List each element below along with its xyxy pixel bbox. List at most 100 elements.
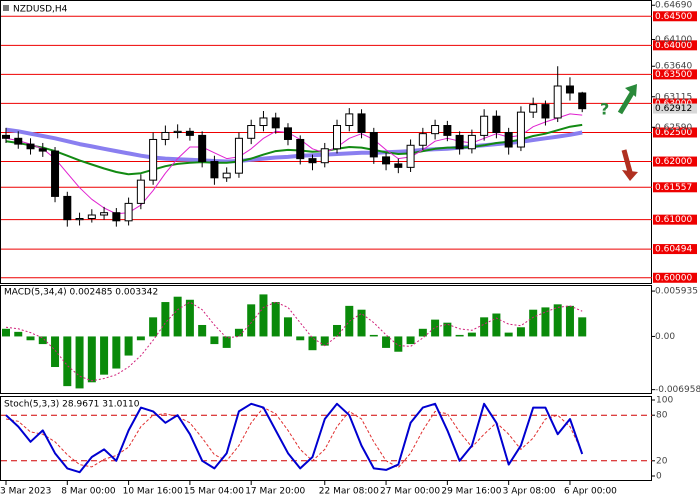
y-tick-label: 0.005935 bbox=[655, 287, 698, 297]
candle-body bbox=[26, 143, 35, 150]
candle-body bbox=[124, 202, 133, 222]
macd-bar bbox=[406, 336, 415, 345]
candle-body bbox=[63, 195, 72, 221]
macd-bar bbox=[565, 305, 574, 337]
macd-bar bbox=[578, 317, 587, 337]
level-label: 0.60494 bbox=[655, 245, 692, 255]
macd-bar bbox=[136, 336, 145, 341]
macd-bar bbox=[553, 304, 562, 337]
macd-bar bbox=[75, 336, 84, 389]
y-tick-label: 0.63115 bbox=[655, 92, 692, 102]
macd-bar bbox=[161, 302, 170, 337]
candle-body bbox=[394, 163, 403, 168]
candle-body bbox=[38, 148, 47, 152]
candle-body bbox=[516, 111, 525, 148]
macd-bar bbox=[467, 332, 476, 337]
candle-body bbox=[234, 137, 243, 174]
candle-body bbox=[492, 115, 501, 133]
candle-body bbox=[259, 117, 268, 127]
candle-body bbox=[51, 150, 60, 197]
macd-bar bbox=[100, 336, 109, 375]
candle-body bbox=[308, 158, 317, 164]
y-tick-label: 20 bbox=[656, 456, 668, 466]
macd-bar bbox=[198, 324, 207, 337]
macd-bar bbox=[234, 328, 243, 337]
candle-body bbox=[87, 214, 96, 219]
x-tick-label: 29 Mar 16:00 bbox=[441, 487, 501, 497]
macd-bar bbox=[63, 336, 72, 387]
x-tick-label: 6 Apr 00:00 bbox=[564, 487, 617, 497]
candle-body bbox=[198, 134, 207, 163]
level-label-bg bbox=[653, 244, 697, 255]
macd-bar bbox=[504, 332, 513, 337]
up-arrow-head bbox=[625, 84, 637, 97]
candle-body bbox=[529, 104, 538, 113]
macd-bar bbox=[210, 336, 219, 345]
last-price-label: 0.62912 bbox=[655, 104, 692, 114]
macd-bar bbox=[2, 328, 10, 337]
candle-body bbox=[504, 131, 513, 148]
stoch-title: Stoch(5,3,3) 28.9671 31.0110 bbox=[4, 400, 140, 410]
candle-body bbox=[578, 92, 587, 110]
x-tick-label: 3 Apr 08:00 bbox=[503, 487, 556, 497]
level-label: 0.64000 bbox=[655, 41, 692, 51]
macd-bar bbox=[443, 322, 452, 337]
candle-body bbox=[553, 85, 562, 119]
candle-body bbox=[320, 148, 329, 164]
candle-body bbox=[283, 127, 292, 140]
y-tick-label: 100 bbox=[656, 396, 673, 406]
candle-body bbox=[357, 113, 366, 133]
candle-body bbox=[2, 134, 10, 139]
x-tick-label: 15 Mar 04:00 bbox=[184, 487, 244, 497]
macd-bar bbox=[333, 324, 342, 337]
up-arrow bbox=[617, 91, 635, 115]
candle-body bbox=[161, 131, 170, 140]
macd-pane bbox=[0, 285, 652, 394]
candle-body bbox=[222, 172, 231, 179]
macd-bar bbox=[247, 304, 256, 337]
level-label-bg bbox=[653, 272, 697, 283]
macd-bar bbox=[382, 336, 391, 348]
candle-body bbox=[75, 217, 84, 221]
macd-bar bbox=[320, 336, 329, 346]
last-price-bg bbox=[653, 103, 697, 114]
candle-body bbox=[296, 138, 305, 160]
macd-bar bbox=[259, 294, 268, 337]
candle-body bbox=[247, 125, 256, 139]
symbol-icon bbox=[3, 5, 9, 11]
candle-body bbox=[565, 85, 574, 94]
candle-body bbox=[431, 125, 440, 135]
macd-bar bbox=[455, 334, 464, 337]
y-tick-label: 0.62590 bbox=[655, 123, 692, 133]
x-tick-label: 3 Mar 2023 bbox=[0, 487, 51, 497]
x-tick-label: 10 Mar 16:00 bbox=[123, 487, 183, 497]
down-arrow-head bbox=[621, 148, 638, 181]
x-tick-label: 17 Mar 20:00 bbox=[245, 487, 305, 497]
y-tick-label: -0.006958 bbox=[655, 385, 700, 395]
level-label-bg bbox=[653, 156, 697, 167]
level-label-bg bbox=[653, 98, 697, 109]
candle-body bbox=[480, 115, 489, 136]
macd-bar bbox=[271, 302, 280, 337]
stoch-k bbox=[5, 402, 584, 474]
macd-bar bbox=[369, 334, 378, 337]
candle-body bbox=[136, 179, 145, 204]
macd-bar bbox=[87, 336, 96, 383]
macd-bar bbox=[394, 336, 403, 352]
macd-bar bbox=[112, 336, 121, 369]
candle-body bbox=[210, 161, 219, 179]
y-tick-label: 0.64100 bbox=[655, 35, 692, 45]
down-arrow bbox=[621, 149, 633, 173]
candle-body bbox=[467, 134, 476, 150]
macd-bar bbox=[418, 328, 427, 337]
macd-bar bbox=[51, 336, 60, 368]
moving-average bbox=[5, 113, 583, 215]
macd-bar bbox=[38, 336, 47, 345]
macd-bar bbox=[296, 336, 305, 341]
macd-title: MACD(5,34,4) 0.002485 0.003342 bbox=[4, 288, 158, 298]
level-label-bg bbox=[653, 69, 697, 80]
candle-body bbox=[100, 212, 109, 216]
candle-body bbox=[455, 134, 464, 150]
candle-body bbox=[333, 125, 342, 150]
stoch-d bbox=[5, 406, 583, 469]
